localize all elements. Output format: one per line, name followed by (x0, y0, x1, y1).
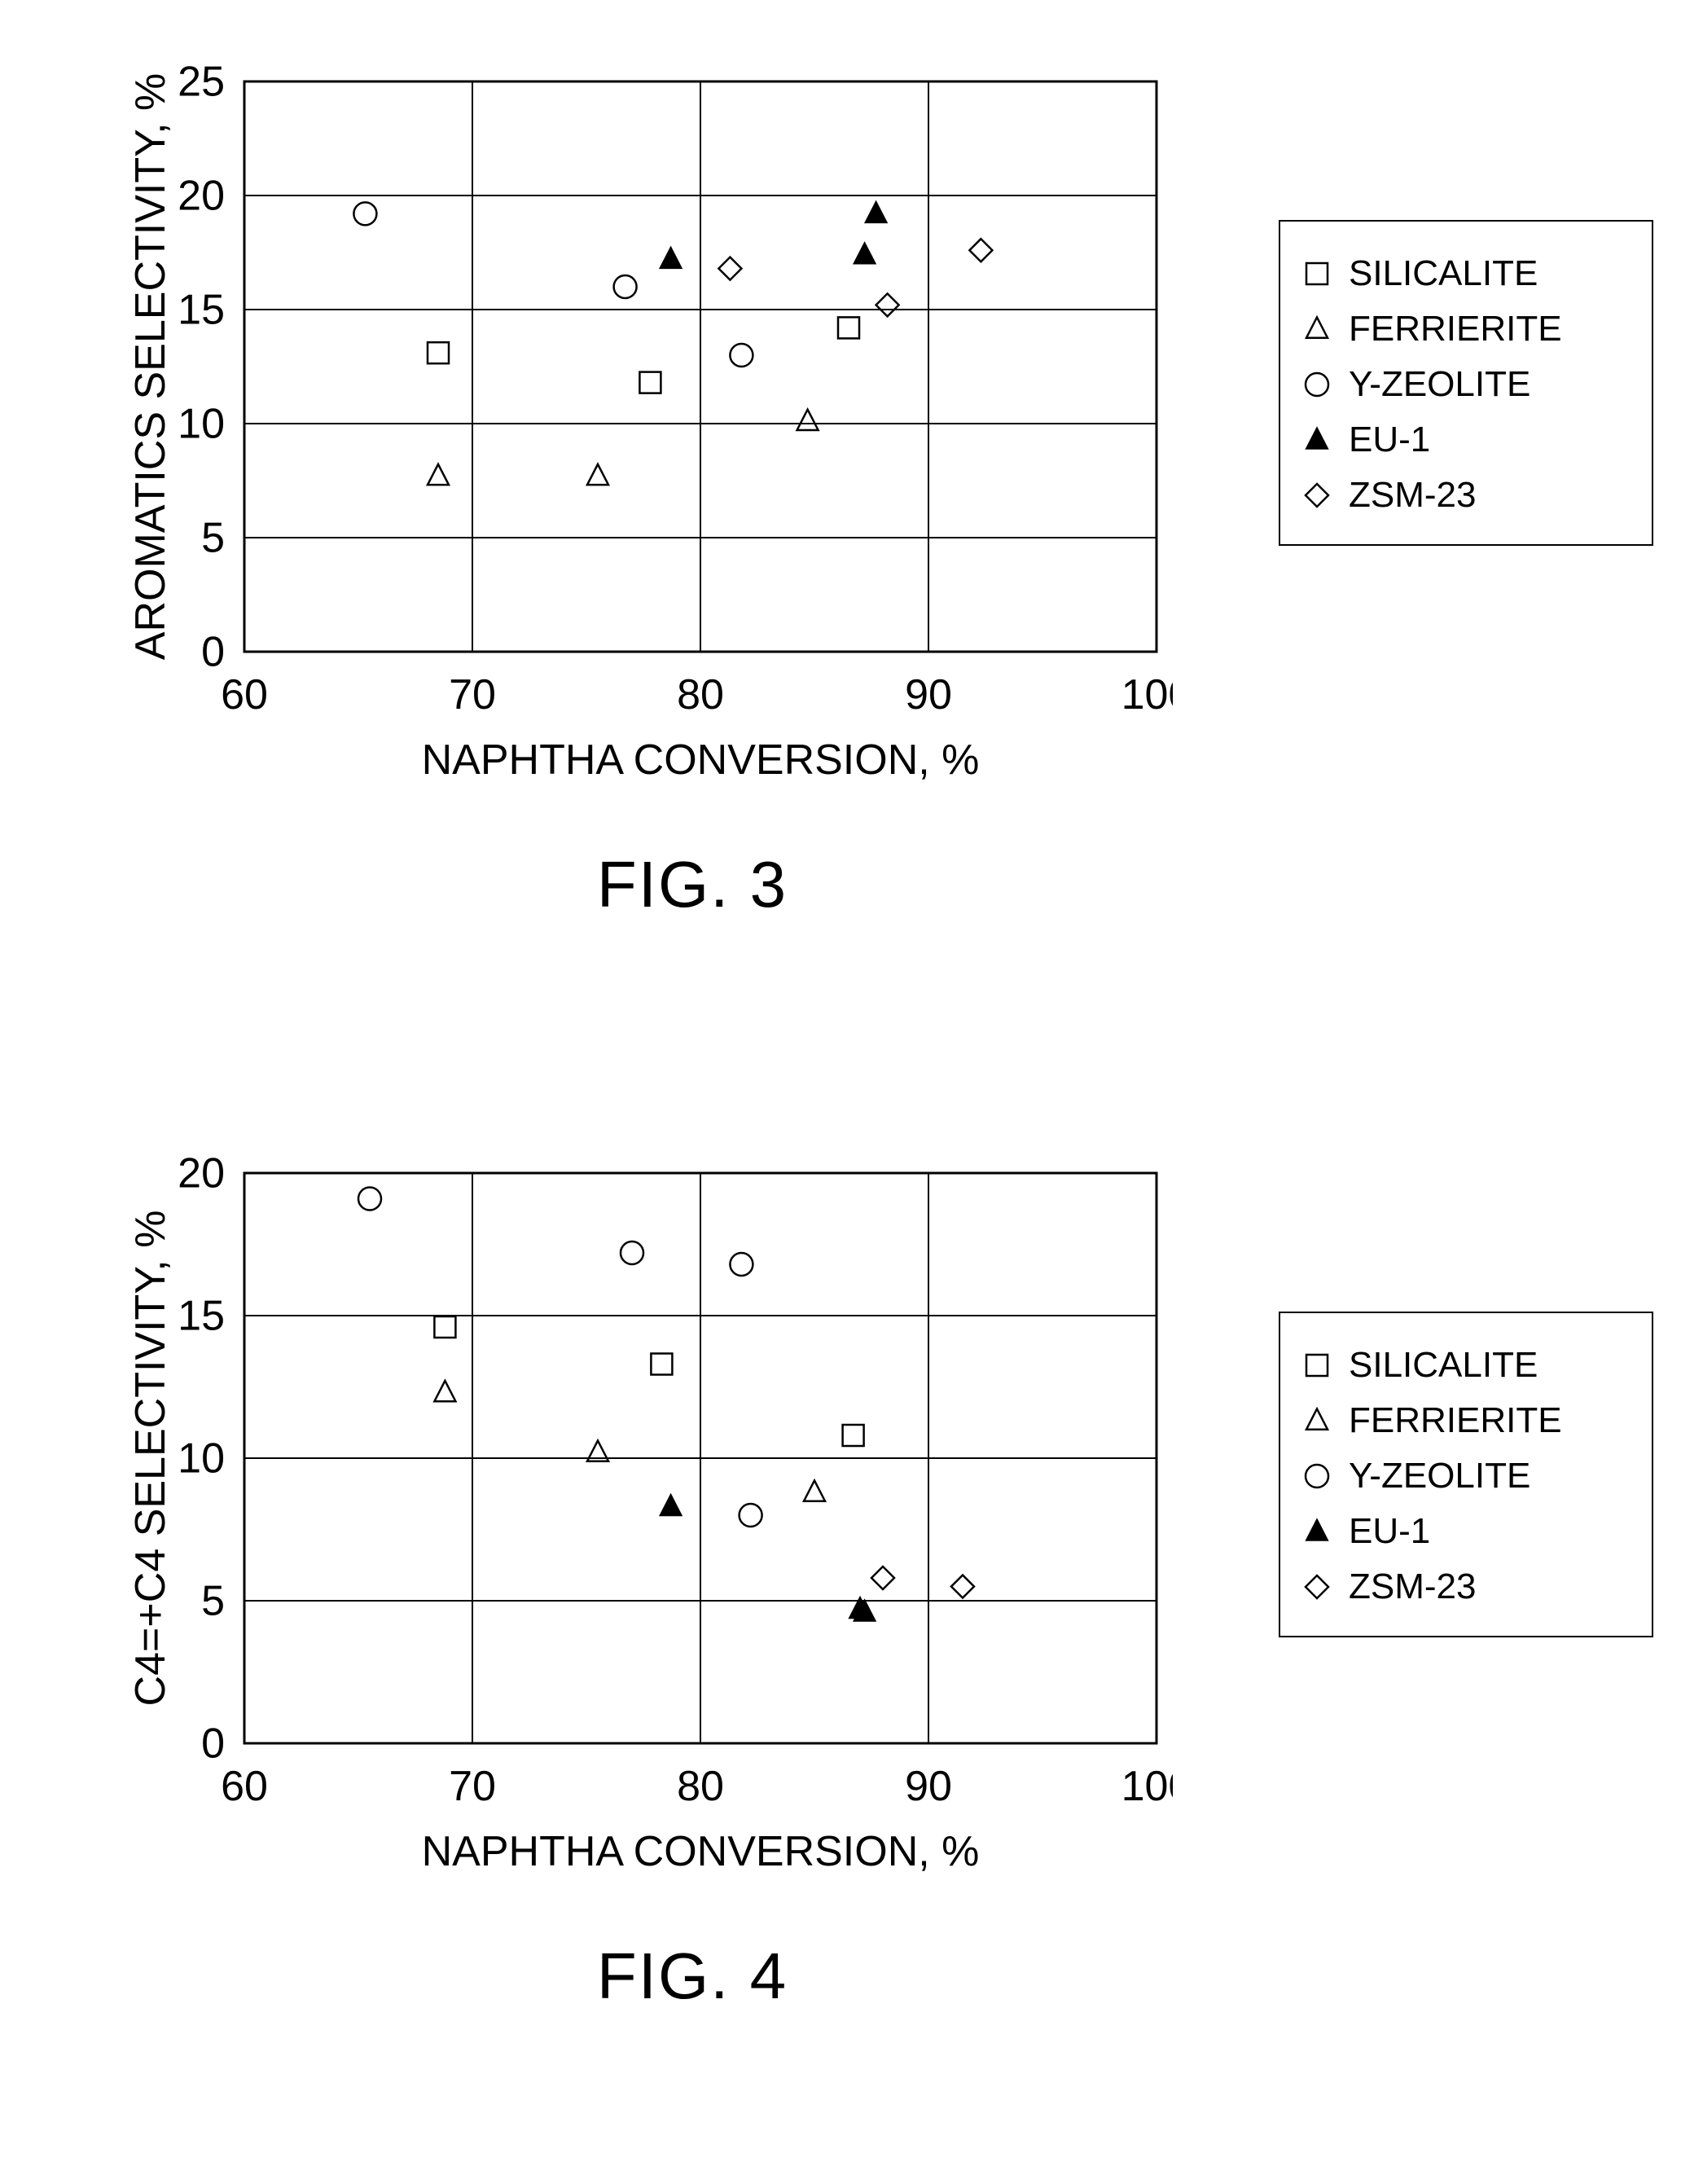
legend-label: Y-ZEOLITE (1349, 364, 1530, 405)
legend-label: EU-1 (1349, 1511, 1430, 1552)
figure-3-chart: 60 70 80 90 100 0 5 10 15 20 25 NAPHTHA CONVERSION,… (122, 65, 1173, 790)
y-tick-label: 10 (178, 1435, 225, 1482)
data-point (730, 1253, 753, 1276)
data-point (740, 1504, 762, 1527)
legend-item: EU-1 (1297, 412, 1635, 468)
data-point (838, 317, 859, 338)
data-point (854, 243, 876, 263)
legend-marker-icon (1297, 1511, 1337, 1552)
y-tick-label: 0 (201, 628, 225, 675)
data-point (353, 202, 376, 225)
figure-4-caption: FIG. 4 (0, 1939, 1385, 2014)
legend-item: Y-ZEOLITE (1297, 1448, 1635, 1504)
data-point (428, 342, 449, 363)
legend-label: EU-1 (1349, 420, 1430, 460)
page: 607080901000510152025NAPHTHA CONVERSION,… (0, 0, 1703, 2184)
y-tick-label: 20 (178, 1157, 225, 1197)
data-point (639, 372, 661, 393)
x-tick-label: 90 (905, 1763, 952, 1810)
legend-label: SILICALITE (1349, 1345, 1538, 1386)
legend-item: FERRIERITE (1297, 1393, 1635, 1448)
figure-4-chart: 60 70 80 90 100 0 5 10 15 20 NAPHTHA CONVERSION, %… (122, 1157, 1173, 1882)
x-tick-label: 80 (677, 1763, 724, 1810)
data-point (797, 410, 819, 430)
x-tick-label: 90 (905, 671, 952, 718)
legend-item: ZSM-23 (1297, 468, 1635, 523)
legend-label: FERRIERITE (1349, 1400, 1562, 1441)
legend-label: FERRIERITE (1349, 309, 1562, 349)
y-tick-label: 0 (201, 1720, 225, 1767)
x-tick-label: 60 (221, 671, 268, 718)
y-tick-label: 25 (178, 65, 225, 105)
data-point (661, 248, 682, 268)
legend-item: FERRIERITE (1297, 301, 1635, 357)
legend-marker-icon (1297, 253, 1337, 294)
data-point (876, 293, 899, 316)
data-point (730, 344, 753, 367)
figure-3-block: 60 70 80 90 100 0 5 10 15 20 25 NAPHTHA CONVERSION,… (0, 33, 1703, 1010)
data-point (614, 275, 637, 298)
y-tick-label: 15 (178, 286, 225, 333)
y-tick-label: 5 (201, 1577, 225, 1624)
data-point (951, 1575, 974, 1598)
figure-3-legend: SILICALITE FERRIERITE Y-ZEOLITE EU-1 ZSM… (1279, 220, 1653, 546)
data-point (358, 1188, 381, 1211)
data-point (718, 257, 741, 280)
x-axis-label: NAPHTHA CONVERSION, % (422, 1828, 980, 1875)
legend-item: Y-ZEOLITE (1297, 357, 1635, 412)
data-point (651, 1354, 672, 1375)
y-tick-label: 20 (178, 172, 225, 219)
data-point (969, 239, 992, 261)
y-axis-label: AROMATICS SELECTIVITY, % (127, 73, 174, 660)
y-tick-label: 15 (178, 1292, 225, 1339)
x-axis-label: NAPHTHA CONVERSION, % (422, 736, 980, 784)
legend-marker-icon (1297, 1567, 1337, 1607)
legend-item: SILICALITE (1297, 1338, 1635, 1393)
x-tick-label: 70 (449, 1763, 496, 1810)
figure-4-legend: SILICALITE FERRIERITE Y-ZEOLITE EU-1 ZSM… (1279, 1312, 1653, 1637)
legend-label: SILICALITE (1349, 253, 1538, 294)
legend-marker-icon (1297, 1400, 1337, 1441)
data-point (587, 464, 608, 485)
data-point (866, 202, 887, 222)
legend-marker-icon (1297, 475, 1337, 516)
legend-item: ZSM-23 (1297, 1559, 1635, 1615)
legend-label: ZSM-23 (1349, 1567, 1476, 1607)
x-tick-label: 80 (677, 671, 724, 718)
legend-marker-icon (1297, 420, 1337, 460)
x-tick-label: 100 (1121, 1763, 1173, 1810)
x-tick-label: 70 (449, 671, 496, 718)
data-point (804, 1480, 825, 1501)
legend-marker-icon (1297, 1456, 1337, 1496)
data-point (621, 1241, 643, 1264)
legend-marker-icon (1297, 309, 1337, 349)
x-tick-label: 100 (1121, 671, 1173, 718)
data-point (434, 1316, 455, 1338)
figure-4-block: 60 70 80 90 100 0 5 10 15 20 NAPHTHA CONVERSION, %… (0, 1124, 1703, 2102)
data-point (428, 464, 449, 485)
figure-3-caption: FIG. 3 (0, 847, 1385, 922)
legend-item: EU-1 (1297, 1504, 1635, 1559)
y-axis-label: C4=+C4 SELECTIVITY, % (127, 1211, 174, 1707)
legend-marker-icon (1297, 1345, 1337, 1386)
legend-label: Y-ZEOLITE (1349, 1456, 1530, 1496)
x-tick-label: 60 (221, 1763, 268, 1810)
data-point (871, 1567, 894, 1589)
legend-item: SILICALITE (1297, 246, 1635, 301)
legend-label: ZSM-23 (1349, 475, 1476, 516)
y-tick-label: 5 (201, 514, 225, 561)
data-point (434, 1381, 455, 1401)
data-point (661, 1495, 682, 1515)
data-point (843, 1425, 864, 1446)
y-tick-label: 10 (178, 400, 225, 447)
legend-marker-icon (1297, 364, 1337, 405)
